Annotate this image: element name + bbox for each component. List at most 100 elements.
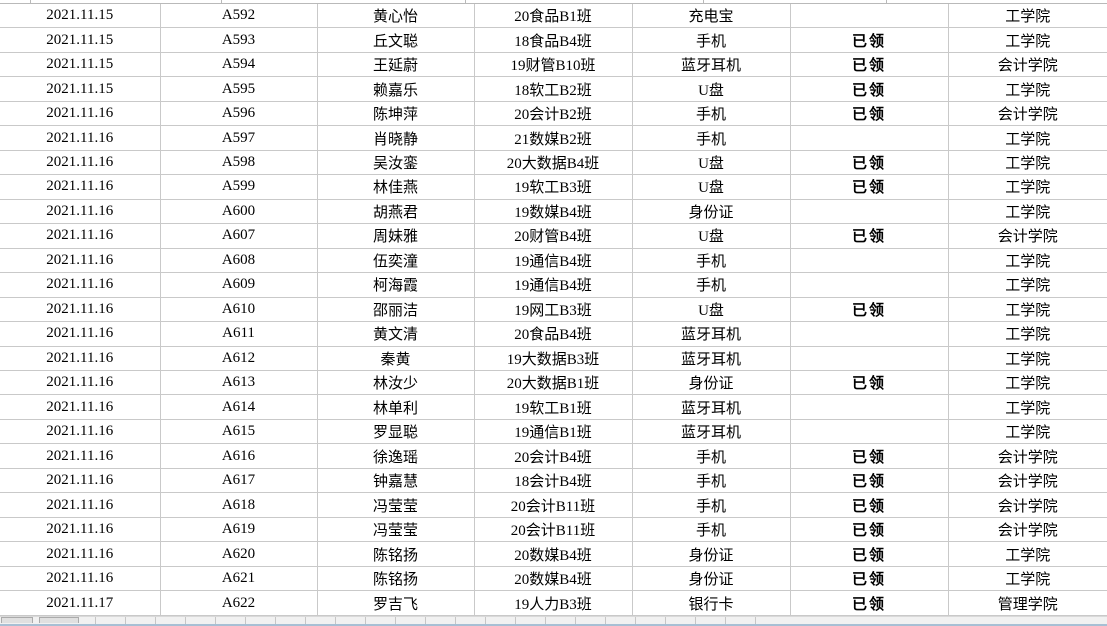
cell-item[interactable]: 手机	[632, 125, 791, 151]
cell-item[interactable]: 身份证	[632, 566, 791, 592]
cell-date[interactable]: 2021.11.16	[0, 419, 161, 445]
cell-date[interactable]: 2021.11.16	[0, 174, 161, 200]
cell-name[interactable]: 冯莹莹	[317, 517, 475, 543]
cell-name[interactable]: 吴汝銮	[317, 150, 475, 176]
cell-status[interactable]	[790, 199, 949, 225]
cell-name[interactable]: 林佳燕	[317, 174, 475, 200]
cell-class[interactable]: 19数媒B4班	[474, 199, 633, 225]
cell-date[interactable]: 2021.11.16	[0, 321, 161, 347]
cell-class[interactable]: 20数媒B4班	[474, 566, 633, 592]
cell-id[interactable]: A612	[160, 346, 318, 371]
cell-name[interactable]: 林汝少	[317, 370, 475, 396]
cell-class[interactable]: 19软工B3班	[474, 174, 633, 200]
cell-college[interactable]: 工学院	[948, 125, 1107, 151]
cell-class[interactable]: 19网工B3班	[474, 297, 633, 323]
cell-status[interactable]: 已领	[790, 223, 949, 249]
cell-name[interactable]: 胡燕君	[317, 199, 475, 225]
cell-id[interactable]: A609	[160, 272, 318, 298]
cell-item[interactable]: 蓝牙耳机	[632, 419, 791, 445]
cell-status[interactable]: 已领	[790, 174, 949, 200]
cell-id[interactable]: A596	[160, 101, 318, 127]
cell-college[interactable]: 工学院	[948, 4, 1107, 29]
cell-date[interactable]: 2021.11.16	[0, 223, 161, 249]
cell-item[interactable]: 蓝牙耳机	[632, 394, 791, 420]
cell-college[interactable]: 工学院	[948, 321, 1107, 347]
cell-id[interactable]: A616	[160, 443, 318, 469]
cell-id[interactable]: A597	[160, 125, 318, 151]
cell-item[interactable]: 手机	[632, 248, 791, 274]
cell-class[interactable]: 20大数据B4班	[474, 150, 633, 176]
cell-class[interactable]: 19大数据B3班	[474, 346, 633, 371]
cell-status[interactable]: 已领	[790, 517, 949, 543]
cell-date[interactable]: 2021.11.16	[0, 199, 161, 225]
cell-name[interactable]: 黄心怡	[317, 4, 475, 29]
cell-id[interactable]: A614	[160, 394, 318, 420]
cell-id[interactable]: A622	[160, 590, 318, 616]
cell-date[interactable]: 2021.11.15	[0, 52, 161, 78]
cell-college[interactable]: 工学院	[948, 76, 1107, 102]
cell-item[interactable]: U盘	[632, 297, 791, 323]
cell-date[interactable]: 2021.11.16	[0, 468, 161, 494]
cell-item[interactable]: 手机	[632, 468, 791, 494]
cell-date[interactable]: 2021.11.16	[0, 101, 161, 127]
cell-name[interactable]: 邵丽洁	[317, 297, 475, 323]
cell-college[interactable]: 工学院	[948, 150, 1107, 176]
cell-date[interactable]: 2021.11.16	[0, 125, 161, 151]
cell-date[interactable]: 2021.11.16	[0, 272, 161, 298]
cell-item[interactable]: U盘	[632, 174, 791, 200]
cell-status[interactable]: 已领	[790, 76, 949, 102]
cell-name[interactable]: 黄文清	[317, 321, 475, 347]
cell-id[interactable]: A607	[160, 223, 318, 249]
cell-id[interactable]: A592	[160, 4, 318, 29]
cell-date[interactable]: 2021.11.15	[0, 4, 161, 29]
cell-name[interactable]: 丘文聪	[317, 27, 475, 53]
sheet-tabbar-sliver[interactable]	[0, 616, 1107, 626]
cell-class[interactable]: 19通信B4班	[474, 272, 633, 298]
cell-id[interactable]: A611	[160, 321, 318, 347]
cell-college[interactable]: 会计学院	[948, 517, 1107, 543]
cell-class[interactable]: 18软工B2班	[474, 76, 633, 102]
cell-date[interactable]: 2021.11.16	[0, 248, 161, 274]
cell-date[interactable]: 2021.11.17	[0, 590, 161, 616]
cell-status[interactable]	[790, 125, 949, 151]
cell-class[interactable]: 20食品B1班	[474, 4, 633, 29]
cell-item[interactable]: 蓝牙耳机	[632, 52, 791, 78]
cell-status[interactable]	[790, 272, 949, 298]
tab-scroll-button[interactable]	[1, 617, 33, 623]
cell-name[interactable]: 王延蔚	[317, 52, 475, 78]
cell-date[interactable]: 2021.11.16	[0, 394, 161, 420]
cell-item[interactable]: 银行卡	[632, 590, 791, 616]
cell-date[interactable]: 2021.11.16	[0, 492, 161, 518]
cell-date[interactable]: 2021.11.16	[0, 150, 161, 176]
cell-date[interactable]: 2021.11.16	[0, 517, 161, 543]
cell-college[interactable]: 工学院	[948, 346, 1107, 371]
cell-item[interactable]: 手机	[632, 101, 791, 127]
cell-college[interactable]: 会计学院	[948, 443, 1107, 469]
cell-id[interactable]: A621	[160, 566, 318, 592]
cell-id[interactable]: A600	[160, 199, 318, 225]
cell-status[interactable]: 已领	[790, 590, 949, 616]
cell-date[interactable]: 2021.11.16	[0, 443, 161, 469]
cell-date[interactable]: 2021.11.15	[0, 27, 161, 53]
cell-status[interactable]: 已领	[790, 443, 949, 469]
cell-name[interactable]: 徐逸瑶	[317, 443, 475, 469]
cell-college[interactable]: 工学院	[948, 27, 1107, 53]
cell-college[interactable]: 工学院	[948, 174, 1107, 200]
cell-item[interactable]: 身份证	[632, 199, 791, 225]
cell-date[interactable]: 2021.11.16	[0, 346, 161, 371]
cell-item[interactable]: 蓝牙耳机	[632, 346, 791, 371]
cell-status[interactable]: 已领	[790, 101, 949, 127]
cell-item[interactable]: 手机	[632, 492, 791, 518]
cell-date[interactable]: 2021.11.16	[0, 297, 161, 323]
cell-status[interactable]: 已领	[790, 52, 949, 78]
cell-status[interactable]	[790, 321, 949, 347]
cell-class[interactable]: 20财管B4班	[474, 223, 633, 249]
cell-class[interactable]: 19财管B10班	[474, 52, 633, 78]
cell-id[interactable]: A619	[160, 517, 318, 543]
cell-class[interactable]: 19通信B1班	[474, 419, 633, 445]
cell-status[interactable]	[790, 419, 949, 445]
cell-status[interactable]: 已领	[790, 566, 949, 592]
cell-name[interactable]: 罗吉飞	[317, 590, 475, 616]
cell-class[interactable]: 19软工B1班	[474, 394, 633, 420]
cell-class[interactable]: 20会计B11班	[474, 517, 633, 543]
